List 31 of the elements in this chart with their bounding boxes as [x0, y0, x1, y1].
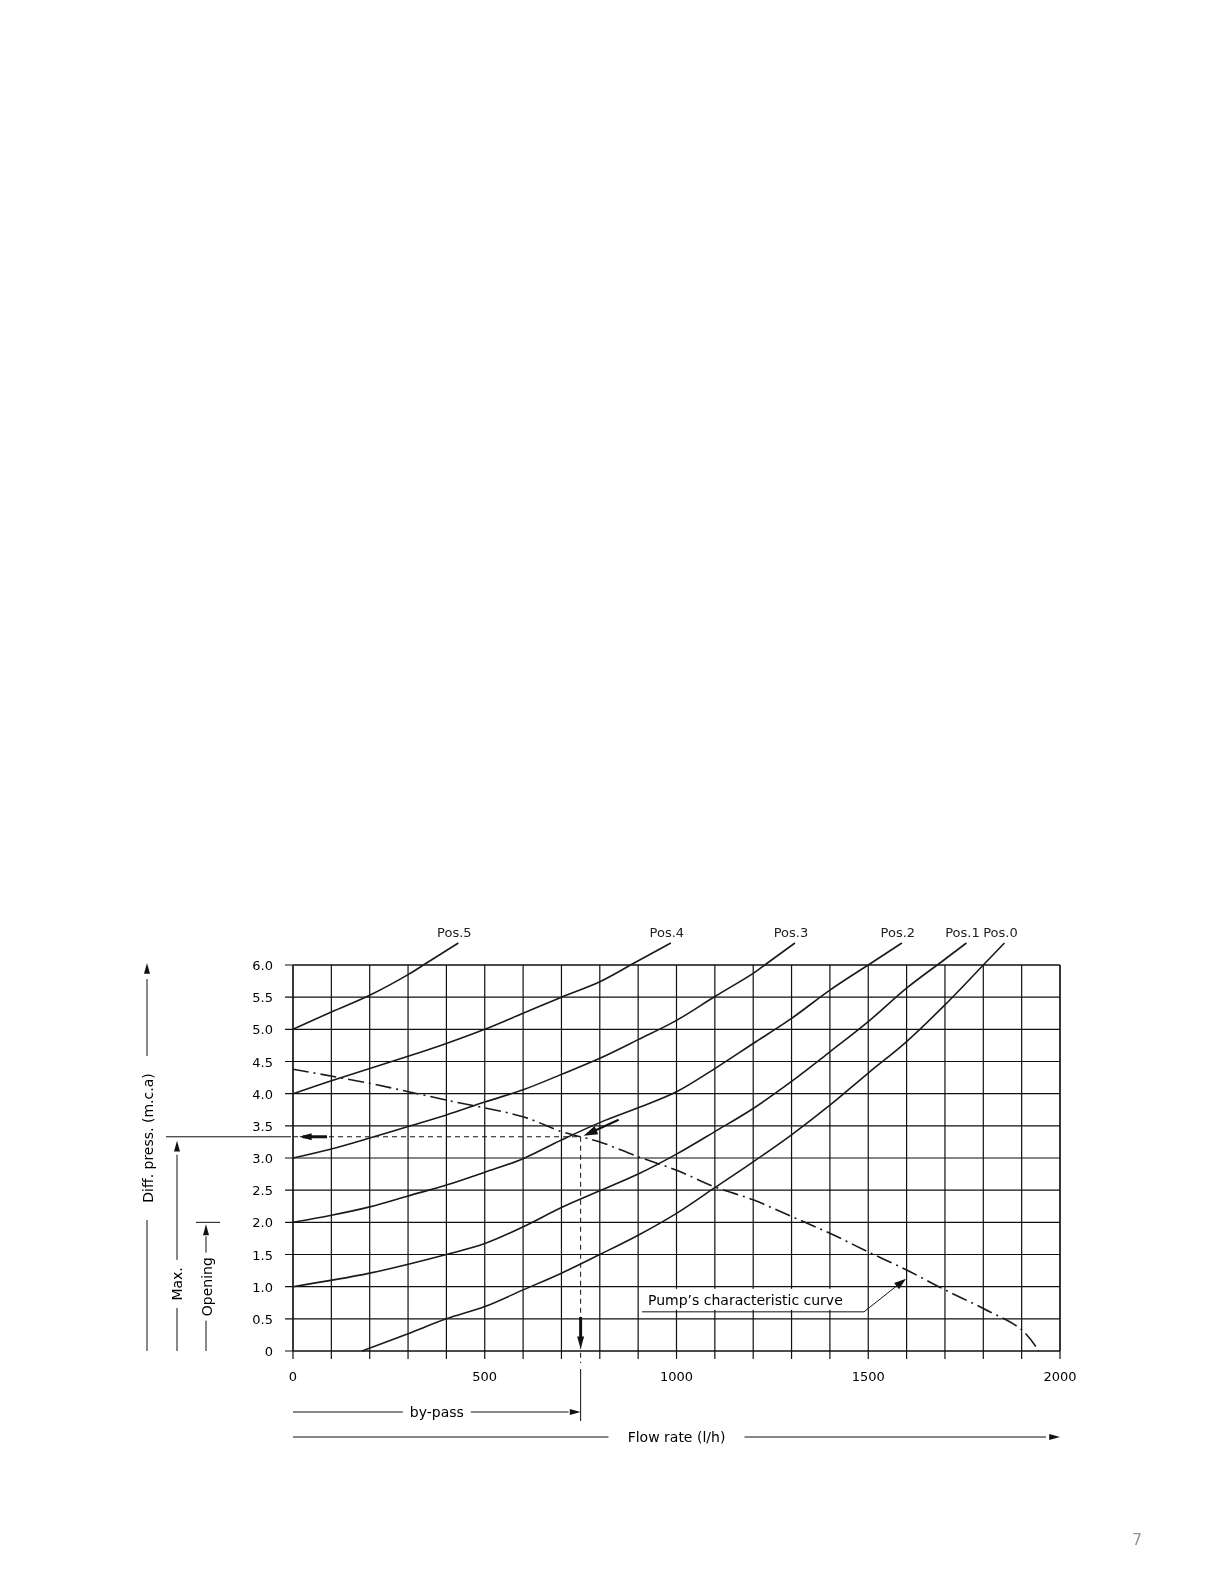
- y-tick-label: 4.5: [252, 1054, 273, 1070]
- text: Pos.3: [773, 925, 809, 940]
- x-axis-title: Flow rate (l/h): [627, 1429, 726, 1445]
- text: Max.: [169, 1267, 185, 1301]
- y-tick-label: 1.0: [252, 1279, 273, 1295]
- text: Pos.4: [649, 925, 685, 940]
- text: 7: [1132, 1530, 1143, 1549]
- y-tick-label: 3.5: [252, 1118, 273, 1134]
- text: by-pass: [409, 1404, 464, 1420]
- text: Opening: [199, 1257, 215, 1317]
- x-tick-label: 2000: [1043, 1369, 1077, 1384]
- x-tick-label: 1000: [659, 1369, 694, 1384]
- annotation: Pump’s characteristic curve: [648, 1291, 843, 1308]
- y-tick-label: 5.0: [252, 1022, 273, 1038]
- y-tick-label: 1.5: [252, 1247, 273, 1263]
- y-tick-label: 0: [264, 1344, 273, 1359]
- y-tick-label: 4.0: [252, 1086, 273, 1102]
- y-tick-label: 5.5: [252, 990, 273, 1006]
- x-tick-label: 1500: [851, 1369, 885, 1384]
- series-label: Pos.0: [983, 925, 1018, 940]
- y-tick-label: 0.5: [252, 1311, 273, 1327]
- y-tick-label: 6.0: [252, 958, 273, 973]
- y-tick-label: 3.0: [252, 1151, 273, 1166]
- text: Diff. press. (m.c.a): [140, 1073, 156, 1203]
- text: Pos.2: [880, 925, 916, 940]
- y-tick-label: 2.5: [252, 1183, 273, 1199]
- x-tick-label: 500: [472, 1369, 498, 1384]
- text: Pos.5: [437, 925, 472, 940]
- y-tick-label: 2.0: [252, 1215, 273, 1231]
- text: Pos.1: [945, 925, 980, 940]
- x-tick-label: 0: [288, 1369, 298, 1384]
